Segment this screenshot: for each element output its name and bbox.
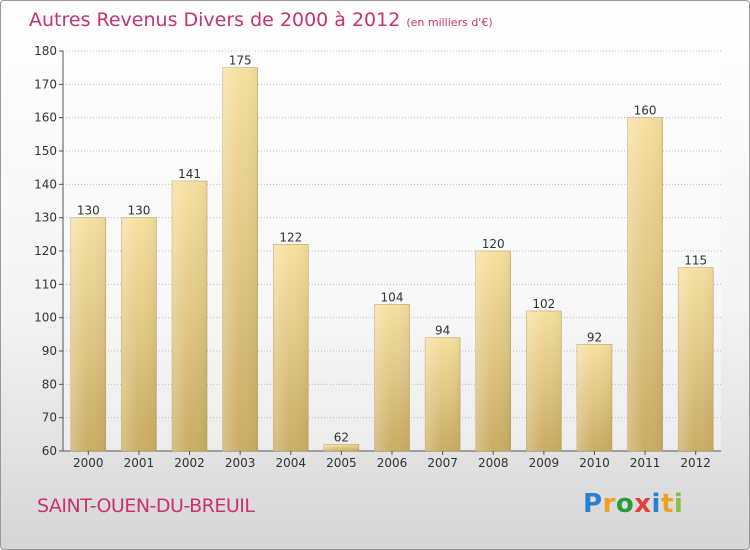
x-tick-label: 2005	[326, 456, 357, 470]
data-label: 120	[482, 237, 505, 251]
x-tick-label: 2002	[174, 456, 205, 470]
y-tick-label: 160	[34, 111, 57, 125]
bar-shine	[70, 217, 106, 451]
x-tick-label: 2004	[275, 456, 306, 470]
x-tick-label: 2008	[478, 456, 509, 470]
x-tick-label: 2010	[579, 456, 610, 470]
x-tick-label: 2000	[73, 456, 104, 470]
y-tick-label: 140	[34, 177, 57, 191]
data-label: 62	[334, 430, 349, 444]
data-label: 130	[127, 204, 150, 218]
y-tick-label: 100	[34, 311, 57, 325]
data-label: 104	[381, 290, 404, 304]
data-label: 115	[684, 254, 707, 268]
data-label: 102	[532, 297, 555, 311]
logo-letter: i	[673, 489, 684, 519]
data-label: 92	[587, 330, 602, 344]
y-tick-label: 180	[34, 44, 57, 58]
y-tick-label: 60	[42, 444, 57, 458]
bar-shine	[121, 217, 157, 451]
bar-shine	[222, 67, 258, 452]
data-label: 141	[178, 167, 201, 181]
logo-letter: r	[602, 489, 616, 519]
data-label: 175	[229, 54, 252, 68]
x-tick-label: 2012	[680, 456, 711, 470]
y-tick-label: 90	[42, 344, 57, 358]
bar-shine	[374, 304, 410, 451]
x-tick-label: 2007	[427, 456, 458, 470]
chart-title: Autres Revenus Divers de 2000 à 2012 (en …	[29, 9, 493, 31]
logo-letter: t	[660, 489, 674, 519]
x-tick-label: 2006	[377, 456, 408, 470]
brand-logo: Proxiti	[583, 489, 683, 519]
y-tick-label: 120	[34, 244, 57, 258]
y-tick-label: 110	[34, 277, 57, 291]
x-tick-label: 2001	[124, 456, 155, 470]
bar-shine	[323, 444, 359, 451]
y-tick-label: 150	[34, 144, 57, 158]
data-label: 122	[279, 230, 302, 244]
bar-shine	[678, 267, 714, 451]
logo-letter: x	[634, 489, 652, 519]
bar-shine	[526, 311, 562, 451]
bar-shine	[172, 181, 208, 451]
x-tick-label: 2011	[630, 456, 661, 470]
title-text: Autres Revenus Divers de 2000 à 2012	[29, 9, 401, 31]
bar-shine	[627, 117, 663, 452]
bar-shine	[475, 251, 511, 451]
data-label: 130	[77, 204, 100, 218]
y-tick-label: 170	[34, 77, 57, 91]
y-tick-label: 70	[42, 411, 57, 425]
unit-text: (en milliers d'€)	[406, 16, 493, 29]
bar-shine	[273, 244, 309, 451]
logo-letter: i	[651, 489, 661, 519]
y-tick-label: 130	[34, 211, 57, 225]
place-name: SAINT-OUEN-DU-BREUIL	[37, 495, 255, 517]
data-label: 94	[435, 324, 450, 338]
y-tick-label: 80	[42, 377, 57, 391]
x-tick-label: 2003	[225, 456, 256, 470]
logo-letter: P	[583, 489, 603, 519]
x-tick-label: 2009	[529, 456, 560, 470]
bar-shine	[425, 337, 461, 451]
bar-shine	[576, 344, 612, 451]
logo-letter: o	[615, 489, 635, 519]
data-label: 160	[634, 104, 657, 118]
